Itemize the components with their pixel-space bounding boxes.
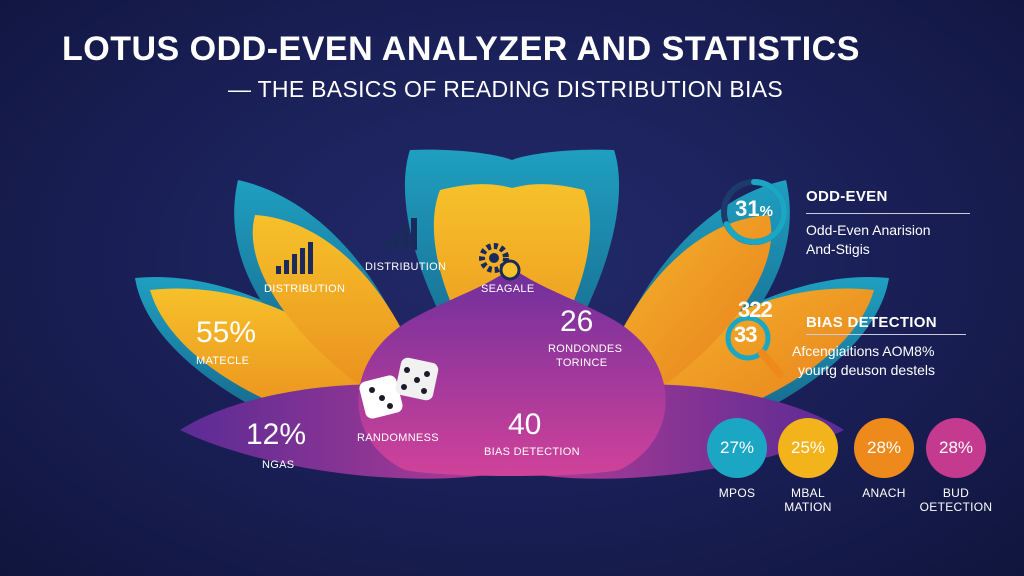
stat-circle-3: 28% — [854, 418, 914, 478]
odd-even-ring-value: 31% — [735, 196, 773, 221]
bottom-left-value: 12% — [246, 418, 306, 451]
right-outer-label-2: TORINCE — [556, 357, 607, 369]
odd-even-heading: ODD-EVEN — [806, 188, 888, 205]
left-inner-label: DISTRIBUTION — [264, 283, 345, 295]
page-subtitle: — THE BASICS OF READING DISTRIBUTION BIA… — [228, 76, 784, 102]
bias-divider — [806, 334, 966, 335]
stat-circle-2: 25% — [778, 418, 838, 478]
ring-progress-arc — [721, 179, 787, 245]
magnifier-icon — [725, 315, 784, 378]
right-outer-label-1: RONDONDES — [548, 343, 622, 355]
odd-even-line1: Odd-Even Anarision — [806, 222, 931, 238]
bias-icon-numbers-bottom: 33 — [734, 322, 758, 347]
right-outer-value: 26 — [560, 305, 593, 338]
petal-center — [358, 268, 666, 476]
gears-icon — [479, 243, 521, 281]
stat-circle-4: 28% — [926, 418, 986, 478]
stat-label-4: BUD OETECTION — [919, 486, 993, 514]
stat-label-1: MPOS — [718, 486, 756, 500]
bottom-right-label: BIAS DETECTION — [484, 446, 580, 458]
bar-chart-icon — [276, 242, 313, 274]
left-outer-label: MATECLE — [196, 355, 249, 367]
bias-detection-heading: BIAS DETECTION — [806, 314, 937, 331]
odd-even-divider — [806, 213, 970, 214]
odd-even-ring-chart — [721, 179, 787, 245]
bias-icon-numbers-top: 322 — [738, 297, 773, 322]
right-inner-label: SEAGALE — [481, 283, 534, 295]
stat-circle-1: 27% — [707, 418, 767, 478]
left-outer-value: 55% — [196, 316, 256, 349]
bias-line2: yourtg deuson destels — [798, 362, 935, 378]
top-center-label: DISTRIBUTION — [365, 261, 446, 273]
bottom-right-value: 40 — [508, 408, 541, 441]
odd-even-line2: And-Stigis — [806, 241, 870, 257]
bar-chart-icon — [384, 218, 417, 250]
stat-label-3: ANACH — [862, 486, 906, 500]
center-label: RANDOMNESS — [357, 432, 439, 444]
page-title: LOTUS ODD-EVEN ANALYZER AND STATISTICS — [62, 30, 860, 68]
bias-line1: Afcengiaitions AOM8% — [792, 343, 935, 359]
dice-icon — [359, 357, 439, 419]
stat-label-2: MBAL MATION — [784, 486, 832, 514]
bottom-left-label: NGAS — [262, 459, 294, 471]
